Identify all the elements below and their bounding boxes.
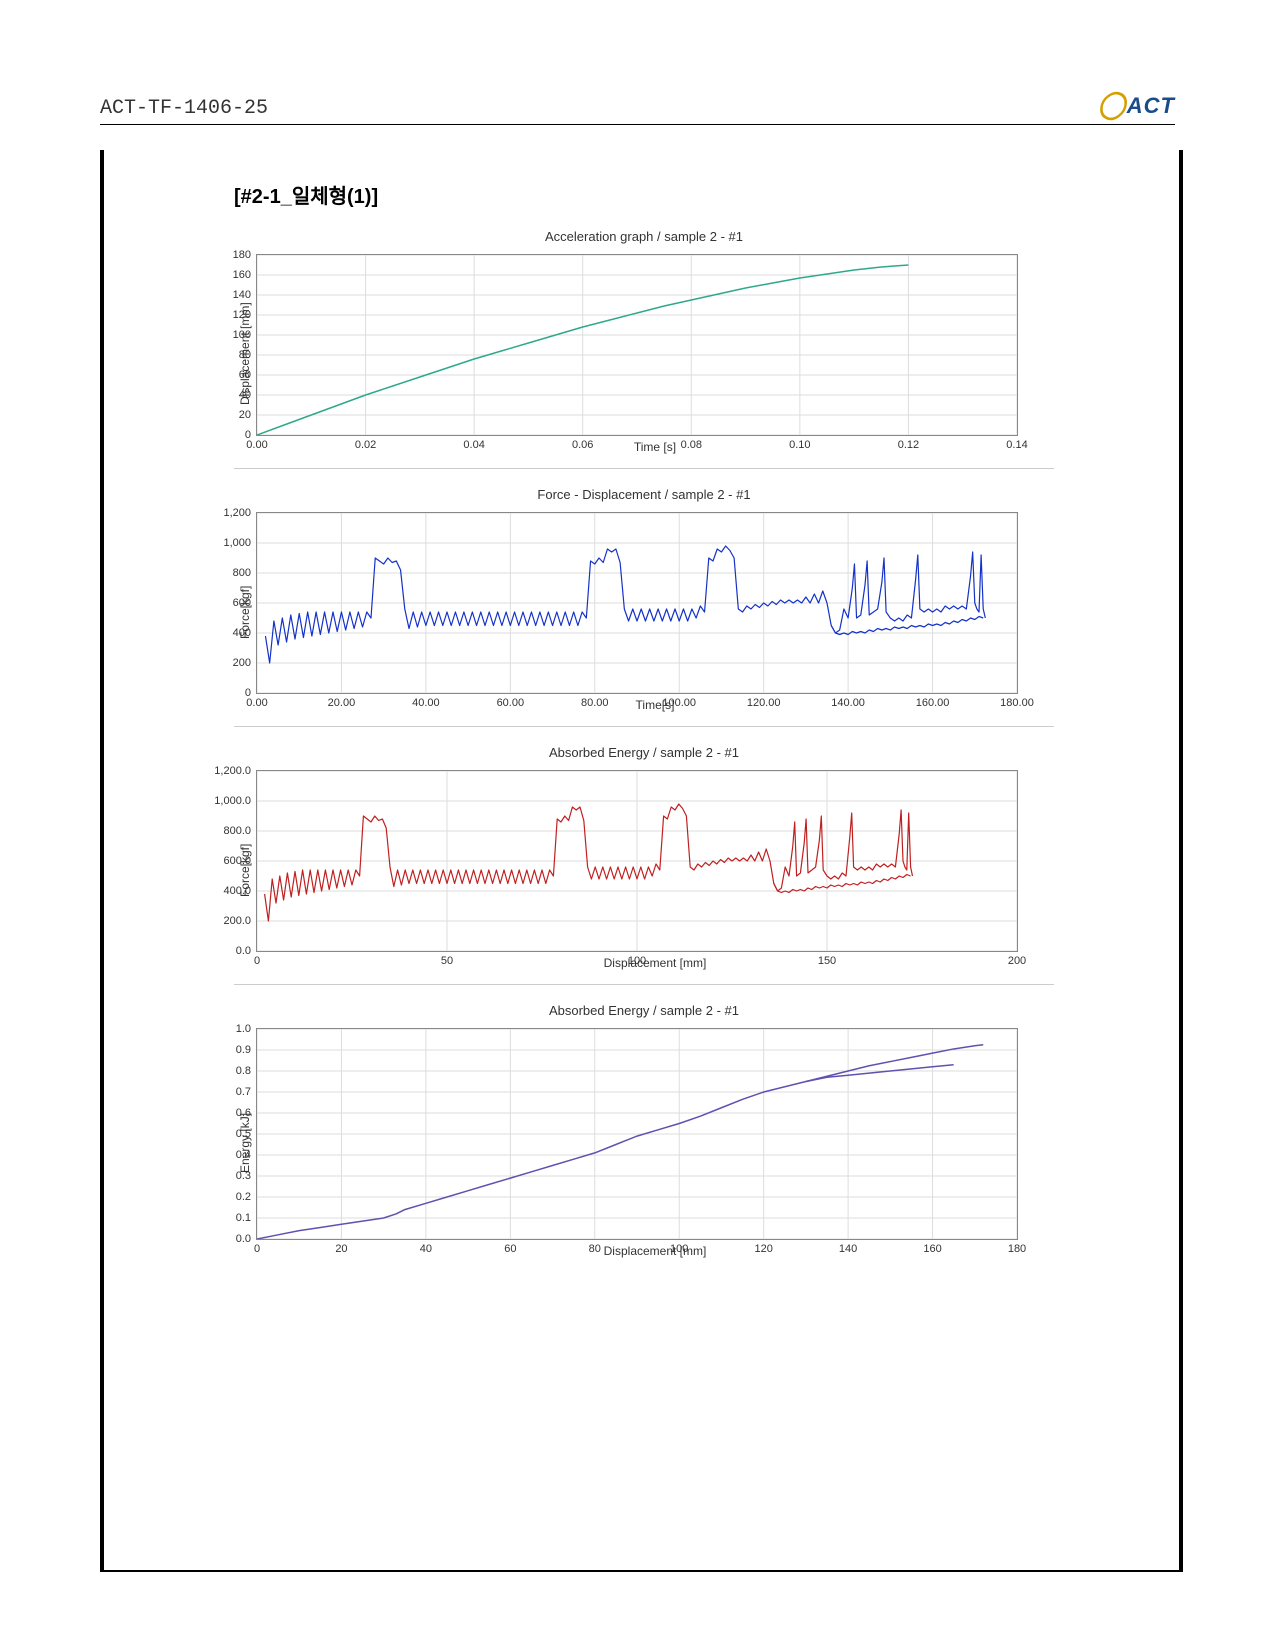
xtick: 40 — [420, 1239, 432, 1255]
chart-1-title: Acceleration graph / sample 2 - #1 — [234, 229, 1054, 244]
chart-4-plot-col: 0.00.10.20.30.40.50.60.70.80.91.00204060… — [256, 1028, 1054, 1258]
xtick: 0.04 — [463, 435, 484, 451]
xtick: 20.00 — [328, 693, 356, 709]
xtick: 40.00 — [412, 693, 440, 709]
chart-2-block: Force - Displacement / sample 2 - #1 For… — [234, 487, 1054, 727]
logo-text: ACT — [1127, 93, 1175, 118]
chart-1-block: Acceleration graph / sample 2 - #1 Displ… — [234, 229, 1054, 469]
xtick: 20 — [335, 1239, 347, 1255]
xtick: 80.00 — [581, 693, 609, 709]
ytick: 20 — [239, 409, 257, 421]
page-frame: [#2-1_일체형(1)] Acceleration graph / sampl… — [100, 150, 1183, 1572]
ytick: 0.3 — [236, 1170, 257, 1182]
ytick: 120 — [233, 309, 257, 321]
chart-1-plot: 0204060801001201401601800.000.020.040.06… — [256, 254, 1018, 436]
ytick: 600.0 — [223, 855, 257, 867]
chart-4-title: Absorbed Energy / sample 2 - #1 — [234, 1003, 1054, 1018]
ytick: 800 — [233, 567, 257, 579]
xtick: 140.00 — [831, 693, 865, 709]
ytick: 40 — [239, 389, 257, 401]
chart-4-wrap: Energy [kJ] 0.00.10.20.30.40.50.60.70.80… — [234, 1028, 1054, 1258]
ytick: 400.0 — [223, 885, 257, 897]
page-header: ACT-TF-1406-25 ◯ACT — [100, 80, 1175, 125]
chart-1-wrap: Displacement [mm] 0204060801001201401601… — [234, 254, 1054, 454]
ytick: 0.7 — [236, 1086, 257, 1098]
xtick: 0.08 — [681, 435, 702, 451]
sample-title: [#2-1_일체형(1)] — [234, 180, 1054, 209]
xtick: 0.00 — [246, 435, 267, 451]
xtick: 180.00 — [1000, 693, 1034, 709]
xtick: 160.00 — [916, 693, 950, 709]
ytick: 200.0 — [223, 915, 257, 927]
ytick: 600 — [233, 597, 257, 609]
chart-svg — [257, 255, 1017, 435]
xtick: 0.06 — [572, 435, 593, 451]
ytick: 180 — [233, 249, 257, 261]
document-id: ACT-TF-1406-25 — [100, 97, 268, 120]
chart-1-plot-col: 0204060801001201401601800.000.020.040.06… — [256, 254, 1054, 454]
chart-4-block: Absorbed Energy / sample 2 - #1 Energy [… — [234, 1003, 1054, 1272]
xtick: 60 — [504, 1239, 516, 1255]
ytick: 0.9 — [236, 1044, 257, 1056]
chart-2-plot-col: 02004006008001,0001,2000.0020.0040.0060.… — [256, 512, 1054, 712]
chart-3-block: Absorbed Energy / sample 2 - #1 Force[kg… — [234, 745, 1054, 985]
ytick: 1,000.0 — [214, 795, 257, 807]
ytick: 0.8 — [236, 1065, 257, 1077]
chart-3-wrap: Force[kgf] 0.0200.0400.0600.0800.01,000.… — [234, 770, 1054, 970]
chart-svg — [257, 1029, 1017, 1239]
xtick: 60.00 — [497, 693, 525, 709]
xtick: 100 — [670, 1239, 688, 1255]
chart-3-plot: 0.0200.0400.0600.0800.01,000.01,200.0050… — [256, 770, 1018, 952]
xtick: 100.00 — [662, 693, 696, 709]
xtick: 140 — [839, 1239, 857, 1255]
xtick: 0.14 — [1006, 435, 1027, 451]
xtick: 50 — [441, 951, 453, 967]
xtick: 0 — [254, 1239, 260, 1255]
xtick: 180 — [1008, 1239, 1026, 1255]
xtick: 0 — [254, 951, 260, 967]
ytick: 80 — [239, 349, 257, 361]
page: ACT-TF-1406-25 ◯ACT [#2-1_일체형(1)] Accele… — [0, 0, 1275, 1650]
xtick: 80 — [589, 1239, 601, 1255]
ytick: 1,200 — [223, 507, 257, 519]
ytick: 200 — [233, 657, 257, 669]
xtick: 120.00 — [747, 693, 781, 709]
ytick: 1.0 — [236, 1023, 257, 1035]
logo-swoosh-icon: ◯ — [1094, 87, 1129, 123]
xtick: 100 — [628, 951, 646, 967]
ytick: 0.5 — [236, 1128, 257, 1140]
xtick: 200 — [1008, 951, 1026, 967]
chart-svg — [257, 513, 1017, 693]
chart-2-plot: 02004006008001,0001,2000.0020.0040.0060.… — [256, 512, 1018, 694]
chart-3-xlabel: Displacement [mm] — [256, 956, 1054, 970]
xtick: 160 — [923, 1239, 941, 1255]
content-area: [#2-1_일체형(1)] Acceleration graph / sampl… — [234, 180, 1054, 1290]
ytick: 60 — [239, 369, 257, 381]
xtick: 0.02 — [355, 435, 376, 451]
ytick: 1,000 — [223, 537, 257, 549]
ytick: 0.4 — [236, 1149, 257, 1161]
xtick: 120 — [754, 1239, 772, 1255]
xtick: 0.10 — [789, 435, 810, 451]
xtick: 0.00 — [246, 693, 267, 709]
ytick: 100 — [233, 329, 257, 341]
chart-3-title: Absorbed Energy / sample 2 - #1 — [234, 745, 1054, 760]
xtick: 150 — [818, 951, 836, 967]
ytick: 400 — [233, 627, 257, 639]
chart-3-plot-col: 0.0200.0400.0600.0800.01,000.01,200.0050… — [256, 770, 1054, 970]
ytick: 140 — [233, 289, 257, 301]
xtick: 0.12 — [898, 435, 919, 451]
ytick: 160 — [233, 269, 257, 281]
ytick: 0.2 — [236, 1191, 257, 1203]
ytick: 800.0 — [223, 825, 257, 837]
ytick: 0.1 — [236, 1212, 257, 1224]
chart-2-wrap: Force[kgf] 02004006008001,0001,2000.0020… — [234, 512, 1054, 712]
ytick: 1,200.0 — [214, 765, 257, 777]
act-logo: ◯ACT — [1097, 89, 1175, 120]
ytick: 0.6 — [236, 1107, 257, 1119]
chart-2-title: Force - Displacement / sample 2 - #1 — [234, 487, 1054, 502]
chart-svg — [257, 771, 1017, 951]
chart-4-plot: 0.00.10.20.30.40.50.60.70.80.91.00204060… — [256, 1028, 1018, 1240]
